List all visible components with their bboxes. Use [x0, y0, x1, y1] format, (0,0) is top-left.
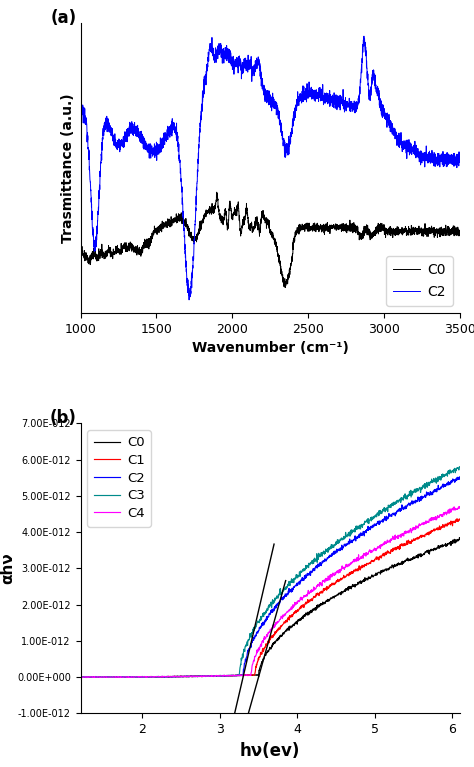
C2	[457, 152, 463, 161]
C0	[457, 535, 463, 544]
C2	[186, 295, 192, 304]
C2	[142, 673, 147, 682]
C2	[78, 101, 83, 110]
Line: C2: C2	[81, 477, 460, 677]
C1	[142, 673, 147, 682]
C4	[457, 502, 463, 512]
C0	[283, 283, 288, 292]
Legend: C0, C1, C2, C3, C4: C0, C1, C2, C3, C4	[87, 430, 151, 526]
Line: C1: C1	[81, 518, 460, 677]
C3	[277, 588, 283, 597]
C1	[454, 514, 460, 523]
Line: C3: C3	[81, 466, 460, 677]
C3	[78, 673, 83, 682]
C0	[86, 673, 92, 682]
C4	[128, 672, 134, 681]
C4	[206, 671, 211, 680]
C2	[223, 44, 229, 53]
C2	[240, 68, 246, 77]
C2	[361, 31, 367, 41]
C2	[206, 671, 211, 680]
C4	[277, 615, 283, 624]
X-axis label: Wavenumber (cm⁻¹): Wavenumber (cm⁻¹)	[192, 341, 348, 355]
C3	[206, 671, 211, 680]
C0	[285, 624, 291, 633]
C1	[78, 673, 83, 682]
C0	[277, 632, 283, 641]
C0	[240, 215, 246, 224]
C3	[457, 463, 463, 472]
C0	[457, 227, 463, 236]
C2	[457, 473, 463, 482]
C2	[78, 673, 83, 682]
C0	[243, 670, 248, 680]
C4	[78, 673, 83, 682]
C0	[409, 229, 415, 238]
C3	[79, 673, 85, 682]
C0	[142, 673, 147, 682]
C0	[144, 238, 149, 247]
Text: (b): (b)	[50, 409, 77, 426]
Line: C0: C0	[81, 538, 460, 677]
C0	[78, 244, 83, 253]
Y-axis label: Trasmittance (a.u.): Trasmittance (a.u.)	[61, 94, 75, 243]
Line: C4: C4	[81, 506, 460, 677]
C0	[450, 229, 456, 239]
C4	[243, 670, 248, 680]
Line: C2: C2	[81, 36, 460, 300]
C0	[214, 188, 219, 197]
Y-axis label: αhν: αhν	[0, 552, 16, 584]
C1	[277, 624, 283, 633]
C2	[285, 591, 291, 600]
C1	[457, 515, 463, 524]
C2	[242, 658, 248, 667]
C2	[277, 597, 283, 606]
C2	[450, 154, 456, 163]
Line: C0: C0	[81, 193, 460, 288]
C3	[285, 581, 291, 591]
C2	[144, 141, 149, 150]
C0	[456, 533, 462, 542]
C2	[128, 672, 134, 681]
Legend: C0, C2: C0, C2	[386, 256, 453, 306]
C4	[456, 502, 462, 511]
C1	[84, 673, 90, 682]
C4	[142, 673, 147, 682]
C4	[285, 607, 291, 617]
C4	[91, 673, 97, 682]
C3	[142, 673, 147, 682]
Text: (a): (a)	[51, 8, 77, 27]
C3	[128, 673, 134, 682]
C2	[121, 136, 127, 145]
C1	[128, 673, 134, 682]
C0	[223, 207, 229, 216]
C0	[78, 672, 83, 681]
C3	[456, 462, 462, 471]
C2	[409, 150, 415, 159]
C0	[206, 672, 211, 681]
C1	[243, 670, 248, 680]
C1	[206, 672, 211, 681]
C1	[285, 614, 291, 624]
C0	[121, 242, 127, 251]
X-axis label: hν(ev): hν(ev)	[240, 742, 301, 759]
C2	[456, 472, 462, 482]
C0	[128, 673, 134, 682]
C3	[243, 642, 248, 651]
